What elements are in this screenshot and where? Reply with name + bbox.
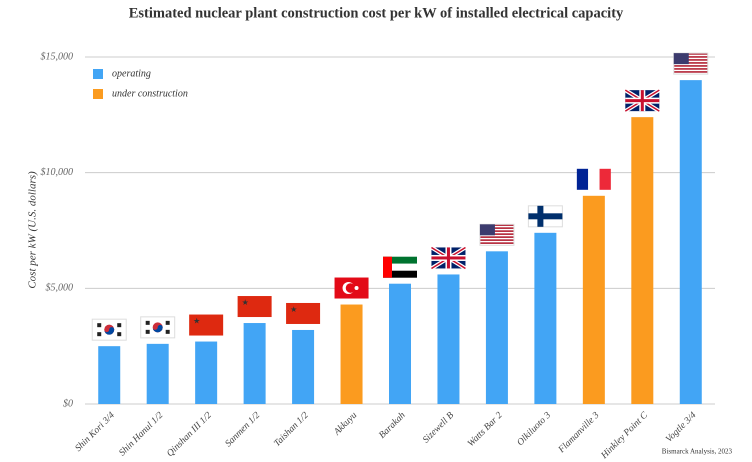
x-tick-label: Shin Hanul 1/2 (118, 410, 166, 458)
flag-part (117, 323, 122, 328)
flag-part (673, 62, 708, 64)
bar (389, 283, 411, 404)
x-tick-label: Vogtle 3/4 (664, 410, 698, 444)
flag-part (383, 263, 417, 271)
flag (479, 223, 515, 246)
x-tick-label: Hinkley Point C (599, 410, 651, 462)
x-tick-label: Akkuyu (332, 410, 360, 438)
source: Bismarck Analysis, 2023 (662, 448, 733, 456)
flag-part (588, 168, 600, 190)
flag-part (383, 256, 417, 264)
flag-part (117, 332, 122, 337)
flag-part (152, 324, 163, 333)
flag-part (479, 242, 514, 244)
flag (624, 88, 661, 113)
flag-part: ★ (242, 298, 249, 307)
y-tick-label: $0 (63, 398, 73, 409)
flag-part (673, 53, 708, 55)
flag-part (383, 256, 392, 278)
flag (334, 277, 369, 299)
flag-part (431, 256, 466, 260)
bar (146, 343, 169, 404)
flag-part (189, 314, 224, 336)
flag-part: ★ (290, 305, 297, 314)
flag: ★ (286, 302, 321, 324)
flag-part (97, 332, 102, 337)
flag (383, 256, 417, 278)
flag-part (354, 286, 359, 291)
flag (91, 318, 127, 341)
x-tick-label: Sizewell B (421, 410, 456, 445)
flag-part (479, 236, 514, 238)
bar (243, 323, 266, 404)
flag (527, 205, 563, 228)
flag-part (479, 239, 514, 241)
flag (430, 245, 467, 271)
flag-part (673, 68, 708, 70)
flag (576, 168, 611, 190)
flag-part (286, 302, 321, 324)
flag-part (145, 329, 150, 334)
flag-part (673, 71, 708, 73)
flag-part (479, 224, 514, 226)
flag-part (345, 283, 356, 293)
flag: ★ (237, 296, 272, 318)
flag-part (104, 327, 115, 335)
bar (679, 80, 702, 404)
flag-part (165, 329, 170, 334)
flag-part (165, 320, 170, 325)
x-tick-label: Barakah (377, 410, 407, 440)
flag-part (383, 270, 417, 278)
flag-part (528, 213, 563, 220)
flag (140, 316, 176, 339)
chart-title: Estimated nuclear plant construction cos… (129, 5, 624, 21)
flag-part (479, 230, 514, 232)
bar (195, 341, 218, 404)
flag-part (599, 168, 611, 190)
legend-swatch (93, 69, 103, 79)
flag-part (479, 233, 514, 235)
bar (437, 274, 460, 404)
y-tick-label: $10,000 (41, 167, 74, 178)
x-tick-label: Flamanville 3 (556, 410, 601, 455)
y-tick-label: $15,000 (41, 51, 74, 62)
flag-part (576, 168, 589, 190)
bar (485, 251, 508, 404)
bar (631, 117, 654, 404)
flag: ★ (189, 314, 224, 336)
bar (582, 195, 605, 404)
x-tick-label: Watts Bar 2 (466, 410, 505, 449)
flag-part (673, 65, 708, 67)
y-axis-label: Cost per kW (U.S. dollars) (27, 171, 39, 289)
legend-label: under construction (112, 88, 188, 99)
flag-part (625, 99, 660, 103)
y-tick-label: $5,000 (46, 283, 74, 294)
flag-part (673, 56, 708, 58)
legend-label: operating (112, 68, 151, 79)
legend-swatch (93, 89, 103, 99)
bar (98, 346, 121, 404)
flag-part (479, 224, 495, 236)
flag (673, 52, 709, 75)
x-tick-label: Taishan 1/2 (272, 410, 311, 449)
flag-part (237, 296, 272, 318)
x-tick-label: Shin Kori 3/4 (74, 410, 117, 453)
x-tick-label: Qinshan III 1/2 (165, 410, 214, 459)
flag-part (673, 53, 689, 65)
bar (534, 232, 557, 404)
flag-part (673, 59, 708, 61)
bar (340, 304, 363, 404)
x-tick-label: Olkiluoto 3 (516, 410, 554, 448)
bar (292, 329, 315, 404)
x-tick-label: Sanmen 1/2 (224, 410, 263, 449)
flag-part (97, 323, 102, 328)
flag-part: ★ (193, 316, 200, 325)
flag-part (479, 227, 514, 229)
flag-part (145, 320, 150, 325)
